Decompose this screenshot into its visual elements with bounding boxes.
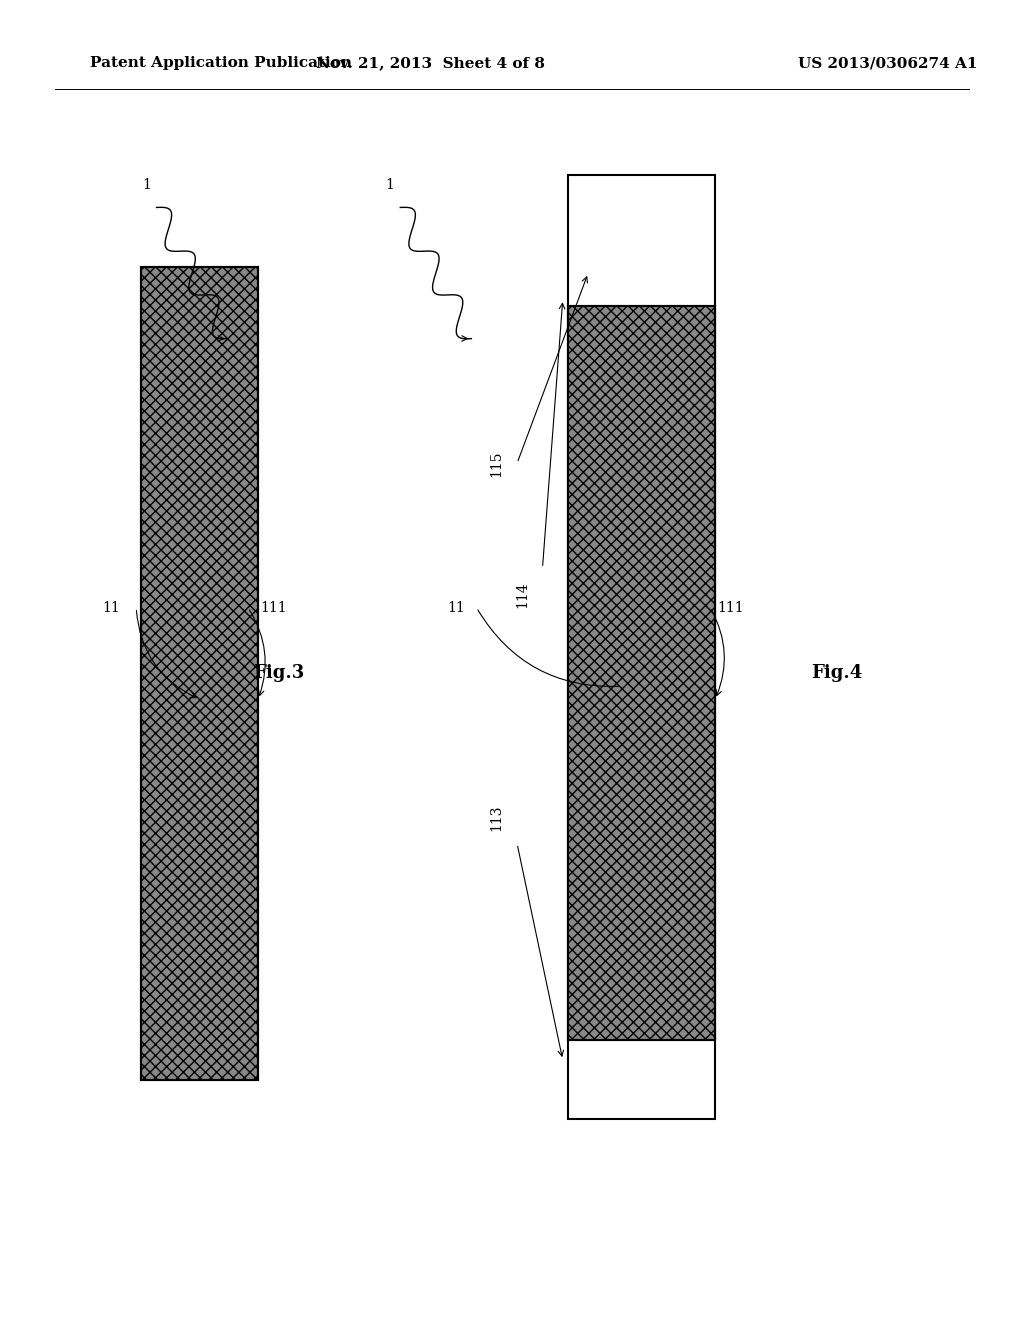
Text: 1: 1 xyxy=(142,178,151,193)
Text: 114: 114 xyxy=(515,581,529,607)
Text: Fig.3: Fig.3 xyxy=(253,664,304,682)
Text: 1: 1 xyxy=(386,178,394,193)
Text: 111: 111 xyxy=(717,601,743,615)
Bar xyxy=(568,306,715,1040)
Text: US 2013/0306274 A1: US 2013/0306274 A1 xyxy=(798,57,978,70)
Text: Patent Application Publication: Patent Application Publication xyxy=(90,57,352,70)
Text: 115: 115 xyxy=(489,450,504,477)
Bar xyxy=(141,267,258,1080)
Text: 11: 11 xyxy=(102,601,120,615)
Text: Nov. 21, 2013  Sheet 4 of 8: Nov. 21, 2013 Sheet 4 of 8 xyxy=(316,57,545,70)
Bar xyxy=(568,306,715,1040)
Text: 11: 11 xyxy=(447,601,465,615)
Bar xyxy=(568,174,715,1119)
Text: 111: 111 xyxy=(260,601,287,615)
Text: 113: 113 xyxy=(489,804,504,830)
Bar xyxy=(141,267,258,1080)
Text: Fig.4: Fig.4 xyxy=(811,664,862,682)
